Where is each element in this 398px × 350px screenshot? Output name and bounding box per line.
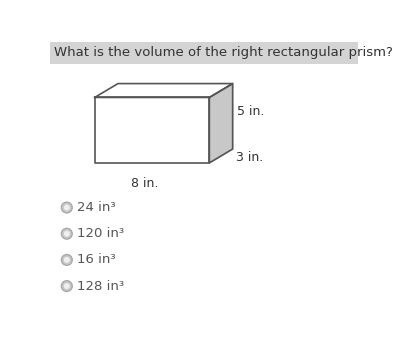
- Circle shape: [64, 231, 70, 237]
- Text: What is the volume of the right rectangular prism?: What is the volume of the right rectangu…: [55, 46, 393, 59]
- Circle shape: [61, 254, 72, 265]
- Circle shape: [64, 257, 70, 263]
- Circle shape: [61, 281, 72, 292]
- Text: 8 in.: 8 in.: [131, 177, 158, 190]
- Text: 5 in.: 5 in.: [236, 105, 264, 118]
- Polygon shape: [95, 84, 233, 97]
- Text: 24 in³: 24 in³: [77, 201, 115, 214]
- Polygon shape: [209, 84, 233, 163]
- Text: 16 in³: 16 in³: [77, 253, 115, 266]
- Circle shape: [64, 283, 70, 289]
- Polygon shape: [95, 97, 209, 163]
- FancyBboxPatch shape: [50, 42, 358, 64]
- Text: 120 in³: 120 in³: [77, 227, 124, 240]
- Text: 128 in³: 128 in³: [77, 280, 124, 293]
- Circle shape: [61, 228, 72, 239]
- Circle shape: [61, 202, 72, 213]
- Circle shape: [64, 205, 70, 210]
- Text: 3 in.: 3 in.: [236, 150, 263, 163]
